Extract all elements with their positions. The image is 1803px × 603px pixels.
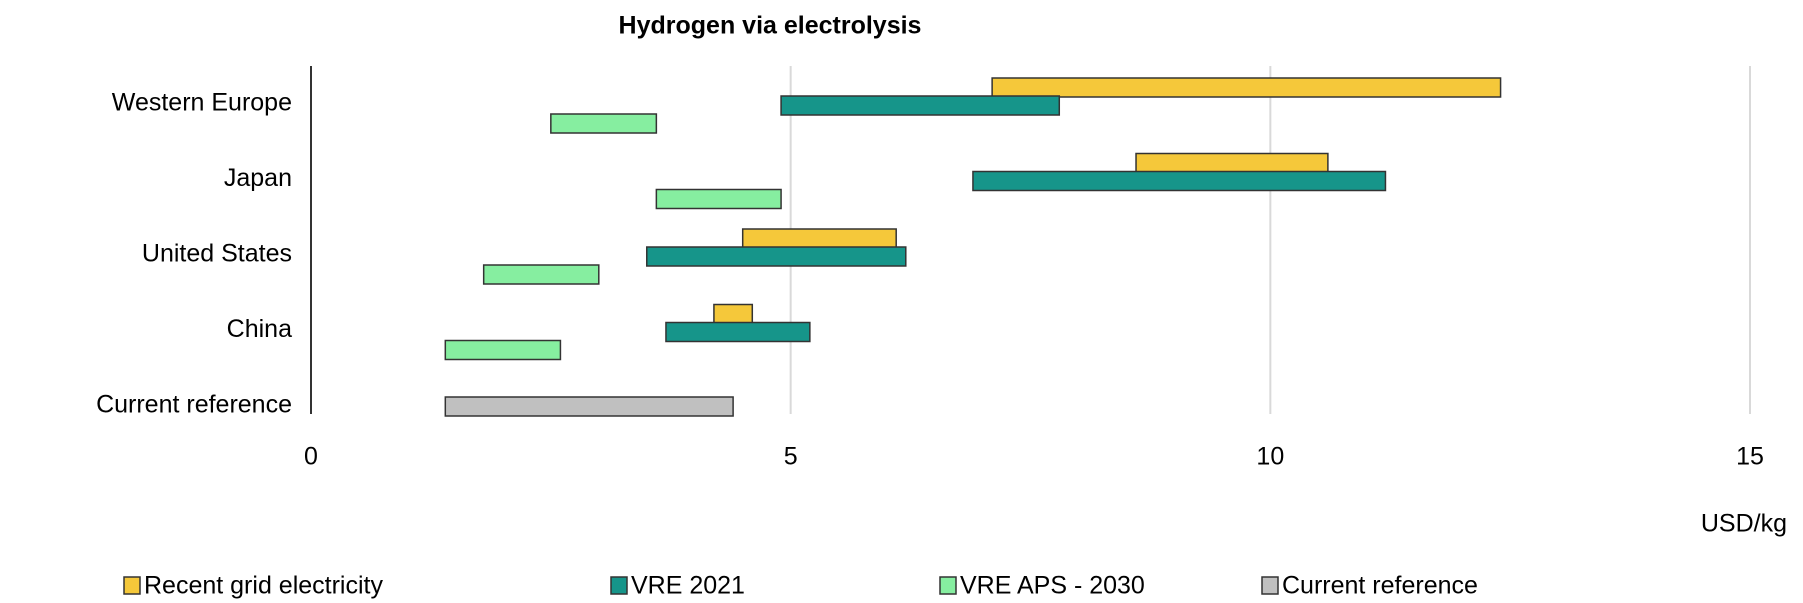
y-tick-label: Western Europe — [112, 89, 292, 117]
bar — [972, 170, 1387, 192]
bar — [655, 188, 782, 210]
bar — [444, 339, 562, 361]
y-tick-label: United States — [142, 240, 292, 268]
legend-swatch — [1261, 576, 1279, 595]
y-tick-label: China — [227, 315, 292, 343]
bar — [1135, 152, 1329, 174]
y-tick-label: Current reference — [96, 391, 292, 419]
bar — [482, 264, 600, 285]
legend-label: VRE 2021 — [631, 572, 745, 600]
bar — [991, 77, 1502, 98]
bar — [741, 228, 897, 249]
bar — [444, 396, 734, 417]
legend-label: Recent grid electricity — [144, 572, 383, 600]
legend-swatch — [610, 576, 628, 595]
legend-label: VRE APS - 2030 — [960, 572, 1145, 600]
x-axis-label: USD/kg — [1701, 510, 1787, 538]
bar — [780, 95, 1061, 116]
x-tick-label: 5 — [784, 443, 798, 471]
chart-title: Hydrogen via electrolysis — [619, 12, 922, 40]
x-tick-label: 0 — [304, 443, 318, 471]
bar — [713, 303, 754, 325]
legend-swatch — [939, 576, 957, 595]
legend-swatch — [123, 576, 141, 595]
x-tick-label: 10 — [1256, 443, 1284, 471]
x-tick-label: 15 — [1736, 443, 1764, 471]
legend-label: Current reference — [1282, 572, 1478, 600]
bar — [665, 321, 811, 343]
y-tick-label: Japan — [224, 164, 292, 192]
bar — [646, 246, 907, 267]
bar — [550, 113, 658, 134]
